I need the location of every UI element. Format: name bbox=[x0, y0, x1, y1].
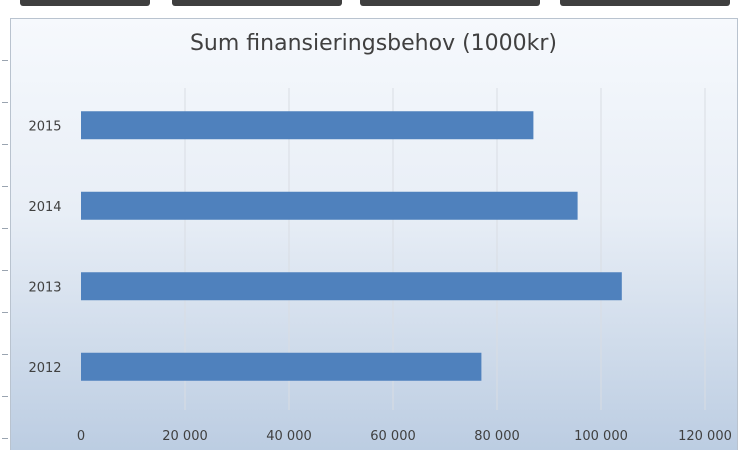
x-tick-label: 40 000 bbox=[266, 429, 312, 444]
cropped-text-line bbox=[360, 0, 540, 6]
x-tick-label: 20 000 bbox=[162, 429, 208, 444]
bar-2013[interactable] bbox=[81, 272, 622, 301]
x-tick-label: 60 000 bbox=[370, 429, 416, 444]
x-tick-label: 100 000 bbox=[574, 429, 628, 444]
document-text-strip bbox=[0, 0, 747, 18]
y-category-label: 2015 bbox=[28, 119, 61, 134]
y-category-label: 2014 bbox=[28, 200, 61, 215]
chart-title: Sum finansieringsbehov (1000kr) bbox=[189, 31, 558, 56]
bar-2012[interactable] bbox=[81, 352, 482, 381]
x-tick-label: 80 000 bbox=[474, 429, 520, 444]
document-ruler bbox=[0, 18, 10, 450]
bar-2015[interactable] bbox=[81, 111, 534, 140]
cropped-text-line bbox=[172, 0, 342, 6]
cropped-text-line bbox=[20, 0, 150, 6]
x-tick-label: 120 000 bbox=[678, 429, 732, 444]
y-category-label: 2012 bbox=[28, 361, 61, 376]
bars bbox=[81, 111, 622, 381]
bar-2014[interactable] bbox=[81, 191, 578, 220]
cropped-text-line bbox=[560, 0, 730, 6]
page-margin bbox=[738, 18, 747, 450]
x-tick-label: 0 bbox=[77, 429, 85, 444]
value-axis-labels: 0 20 000 40 000 60 000 80 000 100 000 120 000 bbox=[77, 429, 732, 444]
y-category-label: 2013 bbox=[28, 280, 61, 295]
category-axis-labels: 2015 2014 2013 2012 bbox=[28, 119, 61, 376]
